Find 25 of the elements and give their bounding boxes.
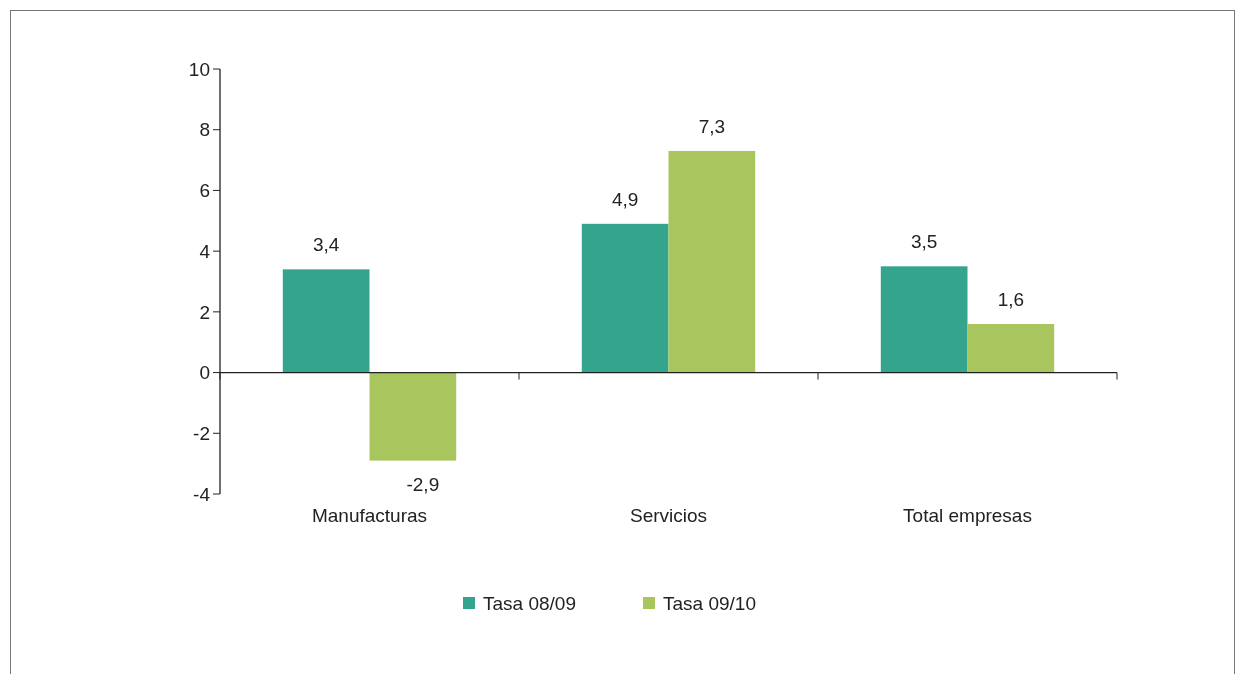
data-label: 4,9 <box>611 188 639 210</box>
legend-label: Tasa 09/10 <box>663 592 756 614</box>
data-label: 1,6 <box>997 289 1025 310</box>
data-label: -2,9 <box>406 473 440 495</box>
y-tick-label: -2 <box>193 422 210 444</box>
y-tick-label: 10 <box>188 58 210 80</box>
x-tick-label: Total empresas <box>903 505 1032 526</box>
bar <box>668 150 756 373</box>
data-label: 3,5 <box>910 231 938 253</box>
y-tick-label: 6 <box>199 180 210 202</box>
y-tick-label: 2 <box>199 301 210 323</box>
bar <box>967 324 1055 373</box>
legend-label: Tasa 08/09 <box>483 592 576 614</box>
y-tick-label: 4 <box>199 240 211 262</box>
data-label: 7,3 <box>698 115 726 137</box>
y-tick-label: 0 <box>199 362 210 384</box>
bar <box>369 372 457 461</box>
x-tick-label: Manufacturas <box>311 505 428 526</box>
y-tick-label: -4 <box>193 483 211 505</box>
bar <box>282 269 370 373</box>
bar <box>880 266 968 373</box>
x-tick-label: Servicios <box>629 505 708 526</box>
y-tick-label: 8 <box>199 119 210 141</box>
data-label: 3,4 <box>312 234 340 256</box>
bar <box>581 223 669 373</box>
